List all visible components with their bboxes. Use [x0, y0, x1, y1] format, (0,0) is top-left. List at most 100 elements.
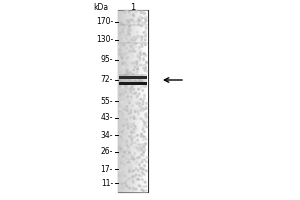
Circle shape	[141, 12, 142, 14]
Circle shape	[142, 36, 143, 37]
Circle shape	[118, 148, 120, 150]
Circle shape	[133, 14, 134, 16]
Circle shape	[139, 79, 141, 81]
Circle shape	[123, 44, 125, 46]
Circle shape	[126, 47, 128, 49]
Circle shape	[131, 52, 133, 53]
Circle shape	[130, 164, 132, 166]
Circle shape	[125, 91, 127, 93]
Circle shape	[134, 23, 135, 24]
Circle shape	[144, 39, 146, 41]
Circle shape	[142, 65, 144, 66]
Circle shape	[130, 109, 132, 111]
Circle shape	[128, 158, 130, 160]
Circle shape	[138, 77, 140, 79]
Circle shape	[142, 129, 144, 130]
Circle shape	[141, 149, 142, 151]
Circle shape	[128, 31, 129, 33]
Circle shape	[129, 169, 130, 171]
Circle shape	[143, 109, 145, 110]
Text: 95-: 95-	[100, 55, 113, 64]
Circle shape	[146, 114, 148, 115]
Circle shape	[136, 147, 138, 149]
Circle shape	[138, 148, 140, 149]
Circle shape	[133, 189, 134, 190]
Circle shape	[133, 160, 134, 162]
Circle shape	[145, 143, 146, 145]
Circle shape	[119, 81, 121, 83]
Circle shape	[139, 64, 141, 66]
Circle shape	[137, 66, 138, 67]
Circle shape	[135, 38, 137, 39]
Circle shape	[135, 11, 137, 13]
Circle shape	[122, 28, 124, 30]
Circle shape	[131, 39, 133, 41]
Circle shape	[121, 150, 122, 151]
Circle shape	[134, 153, 136, 154]
Circle shape	[123, 33, 125, 35]
Circle shape	[121, 153, 123, 155]
Circle shape	[133, 84, 134, 86]
Circle shape	[125, 21, 126, 23]
Circle shape	[122, 93, 124, 95]
Circle shape	[135, 174, 137, 176]
Circle shape	[140, 149, 142, 150]
Circle shape	[126, 142, 128, 143]
Circle shape	[122, 61, 124, 63]
Circle shape	[118, 154, 120, 155]
Circle shape	[123, 187, 124, 189]
Circle shape	[144, 86, 145, 87]
Circle shape	[125, 27, 127, 28]
Circle shape	[122, 113, 124, 115]
Circle shape	[141, 25, 142, 27]
Circle shape	[141, 149, 143, 150]
Circle shape	[140, 98, 142, 100]
Circle shape	[137, 35, 139, 37]
Circle shape	[130, 29, 131, 31]
Circle shape	[144, 114, 146, 116]
Circle shape	[122, 160, 123, 162]
Circle shape	[124, 147, 126, 148]
Circle shape	[145, 69, 146, 70]
Circle shape	[127, 96, 129, 97]
Circle shape	[144, 136, 146, 138]
Circle shape	[144, 94, 146, 96]
Circle shape	[120, 59, 121, 60]
Circle shape	[142, 11, 144, 13]
Circle shape	[132, 25, 134, 26]
Circle shape	[123, 155, 124, 157]
Circle shape	[135, 92, 136, 94]
Circle shape	[124, 124, 126, 126]
Circle shape	[136, 31, 138, 33]
Circle shape	[129, 187, 130, 189]
Circle shape	[128, 150, 130, 152]
Circle shape	[122, 139, 123, 141]
Circle shape	[122, 113, 123, 115]
Circle shape	[118, 57, 120, 58]
Circle shape	[137, 68, 138, 70]
Bar	[119, 75, 147, 78]
Circle shape	[131, 85, 133, 87]
Circle shape	[134, 126, 136, 127]
Circle shape	[145, 190, 147, 191]
Circle shape	[140, 53, 142, 55]
Circle shape	[145, 185, 147, 187]
Circle shape	[121, 77, 123, 78]
Circle shape	[130, 46, 132, 48]
Circle shape	[143, 169, 145, 170]
Circle shape	[120, 102, 122, 103]
Circle shape	[142, 144, 143, 145]
Circle shape	[144, 55, 145, 57]
Circle shape	[140, 136, 142, 138]
Circle shape	[142, 75, 143, 77]
Circle shape	[126, 109, 127, 110]
Circle shape	[126, 20, 128, 22]
Circle shape	[122, 130, 124, 131]
Circle shape	[124, 10, 126, 12]
Circle shape	[136, 72, 137, 74]
Circle shape	[140, 36, 141, 37]
Circle shape	[125, 77, 126, 79]
Circle shape	[142, 168, 143, 170]
Circle shape	[138, 22, 140, 24]
Circle shape	[128, 100, 130, 102]
